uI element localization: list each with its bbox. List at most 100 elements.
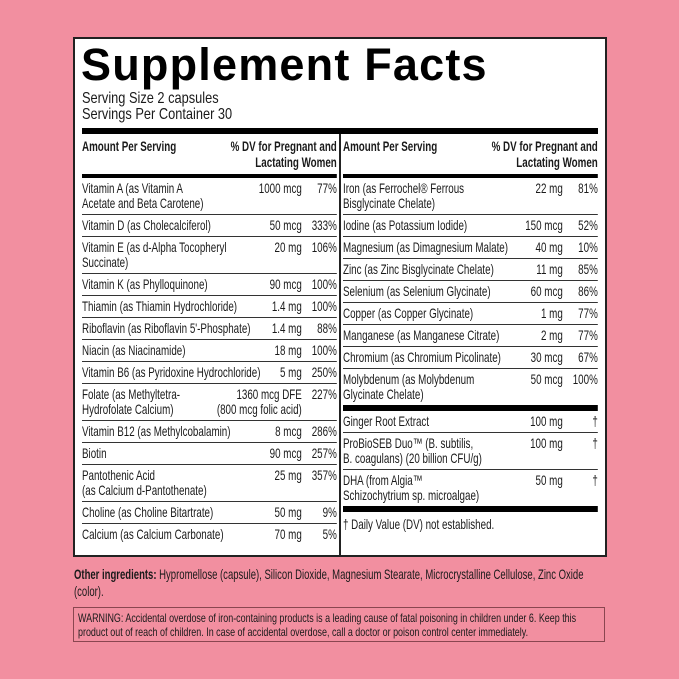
column-divider (339, 134, 341, 555)
nutrient-name: Vitamin B6 (as Pyridoxine Hydrochloride) (82, 364, 261, 380)
nutrient-amount: 90 mcg (269, 445, 302, 461)
nutrient-dv: † (592, 435, 598, 451)
nutrient-amount: 11 mg (536, 261, 563, 277)
nutrient-row: Biotin 90 mcg 257% (82, 443, 337, 465)
nutrient-dv: 67% (578, 349, 598, 365)
nutrient-dv: 77% (578, 327, 598, 343)
other-ingredients-text: Hypromellose (capsule), Silicon Dioxide,… (74, 566, 584, 599)
nutrient-row: Thiamin (as Thiamin Hydrochloride) 1.4 mg… (82, 296, 337, 318)
nutrient-dv: † (592, 472, 598, 488)
nutrient-amount: 1360 mcg DFE (800 mcg folic acid) (216, 386, 302, 417)
nutrient-row: Iron (as Ferrochel® Ferrous Bisglycinate… (343, 178, 598, 215)
servings-per-container: Servings Per Container 30 (82, 106, 233, 123)
nutrient-dv: 286% (311, 423, 337, 439)
nutrient-dv: 86% (578, 283, 598, 299)
nutrient-amount: 100 mg (530, 435, 563, 451)
nutrient-amount: 18 mg (274, 342, 302, 358)
nutrient-name: Selenium (as Selenium Glycinate) (343, 283, 491, 299)
nutrient-name: Vitamin K (as Phylloquinone) (82, 276, 208, 292)
panel-title: Supplement Facts (81, 39, 488, 90)
nutrient-row: Vitamin E (as d-Alpha Tocopheryl Succina… (82, 237, 337, 274)
nutrient-dv: 100% (311, 276, 337, 292)
nutrient-amount: 50 mcg (530, 371, 563, 387)
nutrient-name: Iron (as Ferrochel® Ferrous Bisglycinate… (343, 180, 465, 211)
nutrient-name: Vitamin B12 (as Methylcobalamin) (82, 423, 231, 439)
nutrient-amount: 1.4 mg (271, 298, 302, 314)
nutrient-amount: 40 mg (535, 239, 563, 255)
nutrient-name: Biotin (82, 445, 107, 461)
nutrient-amount: 30 mcg (530, 349, 563, 365)
nutrient-row: Iodine (as Potassium Iodide) 150 mcg 52% (343, 215, 598, 237)
nutrient-dv: 52% (578, 217, 598, 233)
nutrient-name: Riboflavin (as Riboflavin 5'-Phosphate) (82, 320, 251, 336)
nutrient-amount: 50 mg (274, 504, 302, 520)
nutrient-name: Zinc (as Zinc Bisglycinate Chelate) (343, 261, 494, 277)
nutrient-dv: 100% (311, 298, 337, 314)
nutrient-dv: 227% (311, 386, 337, 402)
nutrient-dv: 9% (322, 504, 337, 520)
nutrient-row: Selenium (as Selenium Glycinate) 60 mcg 86… (343, 281, 598, 303)
nutrient-amount: 1.4 mg (271, 320, 302, 336)
column-header: Amount Per Serving % DV for Pregnant and… (343, 136, 598, 178)
thick-divider (82, 128, 598, 134)
dv-header: % DV for Pregnant and Lactating Women (230, 138, 337, 170)
nutrient-amount: 1 mg (541, 305, 563, 321)
nutrient-row: Vitamin B12 (as Methylcobalamin) 8 mcg 286… (82, 421, 337, 443)
nutrient-row: Calcium (as Calcium Carbonate) 70 mg 5% (82, 524, 337, 545)
serving-info: Serving Size 2 capsules Servings Per Con… (82, 91, 322, 123)
nutrient-dv: 81% (578, 180, 598, 196)
warning-text: WARNING: Accidental overdose of iron-con… (78, 611, 577, 639)
right-column: Amount Per Serving % DV for Pregnant and… (343, 136, 679, 532)
nutrient-dv: 10% (578, 239, 598, 255)
nutrient-row: DHA (from Algia™ Schizochytrium sp. micr… (343, 470, 598, 512)
nutrient-name: Niacin (as Niacinamide) (82, 342, 186, 358)
nutrient-amount: 8 mcg (275, 423, 302, 439)
nutrient-row: Choline (as Choline Bitartrate) 50 mg 9% (82, 502, 337, 524)
nutrient-amount: 20 mg (274, 239, 302, 255)
nutrient-amount: 100 mg (530, 413, 563, 429)
nutrient-name: Vitamin D (as Cholecalciferol) (82, 217, 211, 233)
nutrient-amount: 90 mcg (269, 276, 302, 292)
nutrient-row: Vitamin K (as Phylloquinone) 90 mcg 100% (82, 274, 337, 296)
nutrient-amount: 150 mcg (525, 217, 563, 233)
dv-header: % DV for Pregnant and Lactating Women (491, 138, 598, 170)
warning-box: WARNING: Accidental overdose of iron-con… (73, 607, 605, 642)
nutrient-name: Thiamin (as Thiamin Hydrochloride) (82, 298, 238, 314)
nutrient-amount: 70 mg (274, 526, 302, 542)
nutrient-row: Molybdenum (as Molybdenum Glycinate Chel… (343, 369, 598, 405)
nutrient-dv: 106% (311, 239, 337, 255)
nutrient-name: Folate (as Methyltetra- Hydrofolate Calc… (82, 386, 181, 417)
nutrient-name: DHA (from Algia™ Schizochytrium sp. micr… (343, 472, 480, 503)
nutrient-dv: 100% (572, 371, 598, 387)
column-header: Amount Per Serving % DV for Pregnant and… (82, 136, 337, 178)
nutrient-row: Zinc (as Zinc Bisglycinate Chelate) 11 mg… (343, 259, 598, 281)
nutrient-dv: † (592, 413, 598, 429)
nutrient-name: Chromium (as Chromium Picolinate) (343, 349, 501, 365)
nutrient-amount: 50 mg (535, 472, 563, 488)
serving-size: Serving Size 2 capsules (82, 90, 219, 107)
nutrient-name: Ginger Root Extract (343, 413, 430, 429)
nutrient-row: Riboflavin (as Riboflavin 5'-Phosphate) 1… (82, 318, 337, 340)
nutrient-name: Calcium (as Calcium Carbonate) (82, 526, 224, 542)
nutrient-name: Magnesium (as Dimagnesium Malate) (343, 239, 509, 255)
nutrient-dv: 5% (322, 526, 337, 542)
nutrient-row: Vitamin D (as Cholecalciferol) 50 mcg 333% (82, 215, 337, 237)
nutrient-amount: 22 mg (535, 180, 563, 196)
nutrient-row: ProBioSEB Duo™ (B. subtilis, B. coagulan… (343, 433, 598, 470)
nutrient-amount: 25 mg (274, 467, 302, 483)
nutrient-amount: 1000 mcg (258, 180, 302, 196)
nutrient-name: Molybdenum (as Molybdenum Glycinate Chel… (343, 371, 475, 402)
nutrient-dv: 100% (311, 342, 337, 358)
nutrient-dv: 333% (311, 217, 337, 233)
nutrient-dv: 77% (578, 305, 598, 321)
nutrient-row: Manganese (as Manganese Citrate) 2 mg 77% (343, 325, 598, 347)
nutrient-name: Choline (as Choline Bitartrate) (82, 504, 214, 520)
nutrient-row: Copper (as Copper Glycinate) 1 mg 77% (343, 303, 598, 325)
nutrient-row: Niacin (as Niacinamide) 18 mg 100% (82, 340, 337, 362)
nutrient-dv: 85% (578, 261, 598, 277)
nutrient-dv: 250% (311, 364, 337, 380)
nutrient-row: Vitamin B6 (as Pyridoxine Hydrochloride)… (82, 362, 337, 384)
nutrient-row: Magnesium (as Dimagnesium Malate) 40 mg 10… (343, 237, 598, 259)
nutrient-row: Folate (as Methyltetra- Hydrofolate Calc… (82, 384, 337, 421)
nutrient-name: Vitamin E (as d-Alpha Tocopheryl Succina… (82, 239, 227, 270)
